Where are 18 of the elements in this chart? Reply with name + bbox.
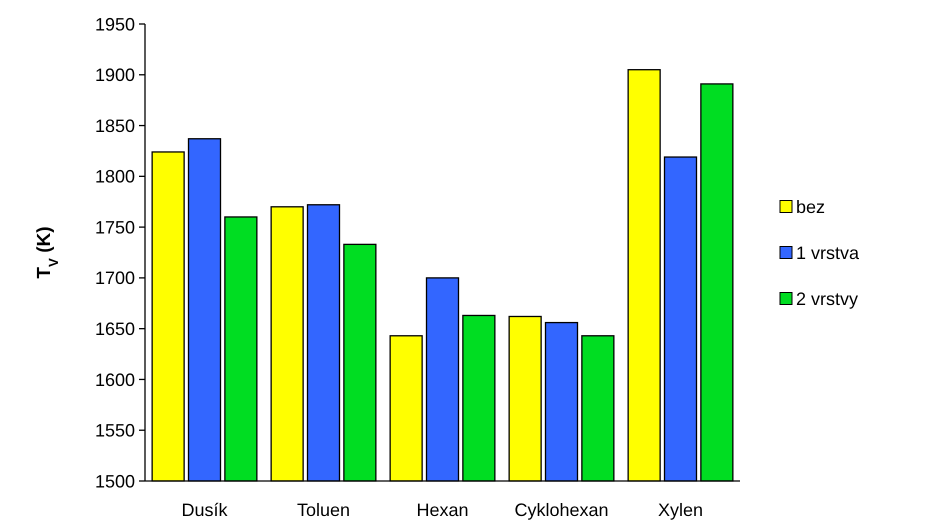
y-tick-label: 1750: [94, 217, 135, 238]
y-tick-label: 1700: [94, 268, 135, 288]
y-tick-label: 1650: [94, 318, 135, 339]
legend-label: 2 vrstvy: [796, 288, 858, 309]
y-tick-label: 1950: [94, 14, 135, 34]
y-tick-label: 1850: [94, 116, 135, 136]
x-tick-label: Xylen: [658, 500, 704, 520]
y-tick-label: 1600: [94, 370, 135, 390]
x-tick-label: Dusík: [181, 500, 229, 520]
y-tick-label: 1550: [94, 420, 135, 441]
x-tick-label: Hexan: [416, 500, 469, 520]
legend-label: bez: [796, 196, 826, 217]
legend-label: 1 vrstva: [796, 242, 860, 263]
y-tick-label: 1900: [94, 65, 135, 86]
y-tick-label: 1500: [94, 471, 135, 492]
y-tick-label: 1800: [94, 166, 135, 187]
x-tick-label: Toluen: [296, 500, 350, 520]
x-tick-label: Cyklohexan: [514, 500, 609, 520]
